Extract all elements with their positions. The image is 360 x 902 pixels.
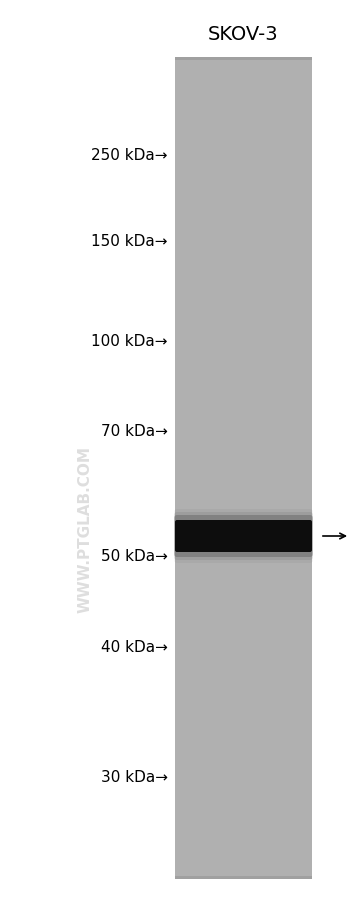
Text: 30 kDa→: 30 kDa→ [101,769,168,785]
FancyBboxPatch shape [174,510,313,564]
Text: 150 kDa→: 150 kDa→ [91,235,168,249]
Bar [175,58,312,879]
Text: 50 kDa→: 50 kDa→ [101,549,168,564]
Text: 70 kDa→: 70 kDa→ [101,424,168,439]
Text: 40 kDa→: 40 kDa→ [101,640,168,655]
Text: 250 kDa→: 250 kDa→ [91,147,168,162]
FancyBboxPatch shape [175,520,312,552]
Bar [175,876,312,879]
Text: WWW.PTGLAB.COM: WWW.PTGLAB.COM [77,446,93,612]
FancyBboxPatch shape [174,512,313,560]
FancyBboxPatch shape [174,515,313,557]
Bar [175,58,312,61]
Text: SKOV-3: SKOV-3 [208,25,278,44]
Text: 100 kDa→: 100 kDa→ [91,334,168,349]
